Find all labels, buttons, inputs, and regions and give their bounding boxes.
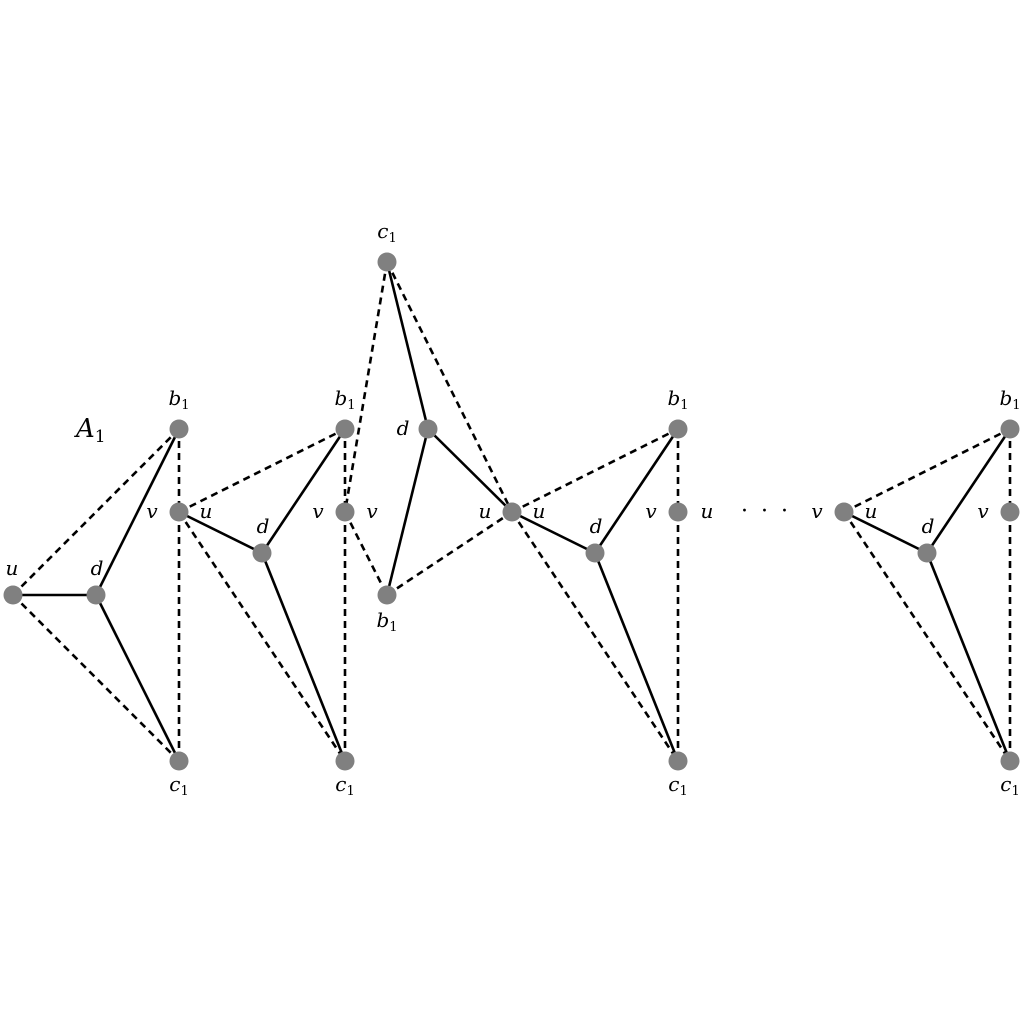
node-label-b1b: b1 [334, 386, 355, 413]
node-label-c1b: c1 [335, 772, 354, 799]
node-v5 [1000, 502, 1020, 522]
edge-d4-b1d [925, 428, 1012, 554]
node-label-dmid: d [397, 416, 410, 440]
edge-dmid-umid [427, 428, 513, 513]
edges-layer [12, 261, 1012, 762]
node-label-v1-secondary: u [200, 499, 213, 523]
node-label-u0: u [6, 556, 19, 580]
node-d3 [585, 543, 605, 563]
node-b1d [1000, 419, 1020, 439]
node-b1b [335, 419, 355, 439]
node-label-v3-secondary: u [701, 499, 714, 523]
edge-d4-c1d [925, 552, 1012, 762]
node-label-v5: v [977, 499, 989, 523]
node-v3 [668, 502, 688, 522]
edge-u0-b1a [12, 428, 180, 596]
node-label-v2-secondary: v [366, 499, 378, 523]
node-c1top [377, 252, 397, 272]
node-label-b1mid: b1 [376, 608, 397, 635]
node-c1b [335, 751, 355, 771]
node-c1d [1000, 751, 1020, 771]
node-label-v4-secondary: u [865, 499, 878, 523]
edge-d3-b1c [593, 428, 680, 554]
node-label-umid: u [479, 499, 492, 523]
node-label-v4: v [811, 499, 823, 523]
edge-d1-b1a [94, 428, 181, 596]
node-b1a [169, 419, 189, 439]
edge-v1-d2 [178, 510, 263, 555]
labels-layer: u d b1 v u c1 d b1 v v c1 c1 d b1 u u d b1 v u c1 v u d b1 v c1 [6, 219, 1021, 799]
node-label-d1: d [91, 556, 104, 580]
edge-dmid-b1mid [385, 428, 430, 596]
node-label-v1: v [146, 499, 158, 523]
edge-umid-c1c [510, 511, 680, 762]
node-c1c [668, 751, 688, 771]
node-b1c [668, 419, 688, 439]
node-u0 [3, 585, 23, 605]
node-v1 [169, 502, 189, 522]
edge-v1-b1b [178, 427, 346, 514]
edge-c1top-v2 [343, 261, 389, 513]
edge-u0-c1a [12, 594, 180, 762]
ellipsis: · · · [741, 499, 791, 524]
node-d2 [252, 543, 272, 563]
node-label-c1c: c1 [668, 772, 687, 799]
edge-umid-b1c [511, 427, 679, 514]
node-label-d2: d [257, 514, 270, 538]
node-d1 [86, 585, 106, 605]
node-label-v2: v [312, 499, 324, 523]
edge-v4-b1d [843, 427, 1011, 514]
edge-umid-d3 [511, 510, 596, 555]
node-label-b1d: b1 [999, 386, 1020, 413]
edge-c1top-dmid [385, 261, 430, 430]
node-umid [502, 502, 522, 522]
diagram-title: A1 [74, 414, 106, 447]
node-d4 [917, 543, 937, 563]
edge-d3-c1c [593, 552, 680, 762]
node-label-b1c: b1 [667, 386, 688, 413]
edge-v4-c1d [842, 511, 1012, 762]
node-c1a [169, 751, 189, 771]
node-dmid [418, 419, 438, 439]
edge-b1mid-umid [386, 510, 513, 597]
node-label-d3: d [590, 514, 603, 538]
edge-v1-c1b [177, 511, 347, 762]
node-label-umid-secondary: u [533, 499, 546, 523]
node-label-c1a: c1 [169, 772, 188, 799]
node-label-c1top: c1 [377, 219, 396, 246]
node-label-b1a: b1 [168, 386, 189, 413]
edge-d2-c1b [260, 552, 347, 762]
node-label-v3: v [645, 499, 657, 523]
node-label-c1d: c1 [1000, 772, 1019, 799]
edge-d1-c1a [94, 594, 181, 762]
edge-d2-b1b [260, 428, 347, 554]
node-b1mid [377, 585, 397, 605]
node-v2 [335, 502, 355, 522]
nodes-layer [3, 252, 1020, 771]
node-v4 [834, 502, 854, 522]
edge-c1top-umid [385, 261, 514, 513]
edge-v4-d4 [843, 510, 928, 555]
node-label-d4: d [922, 514, 935, 538]
edge-v2-b1mid [343, 511, 389, 596]
